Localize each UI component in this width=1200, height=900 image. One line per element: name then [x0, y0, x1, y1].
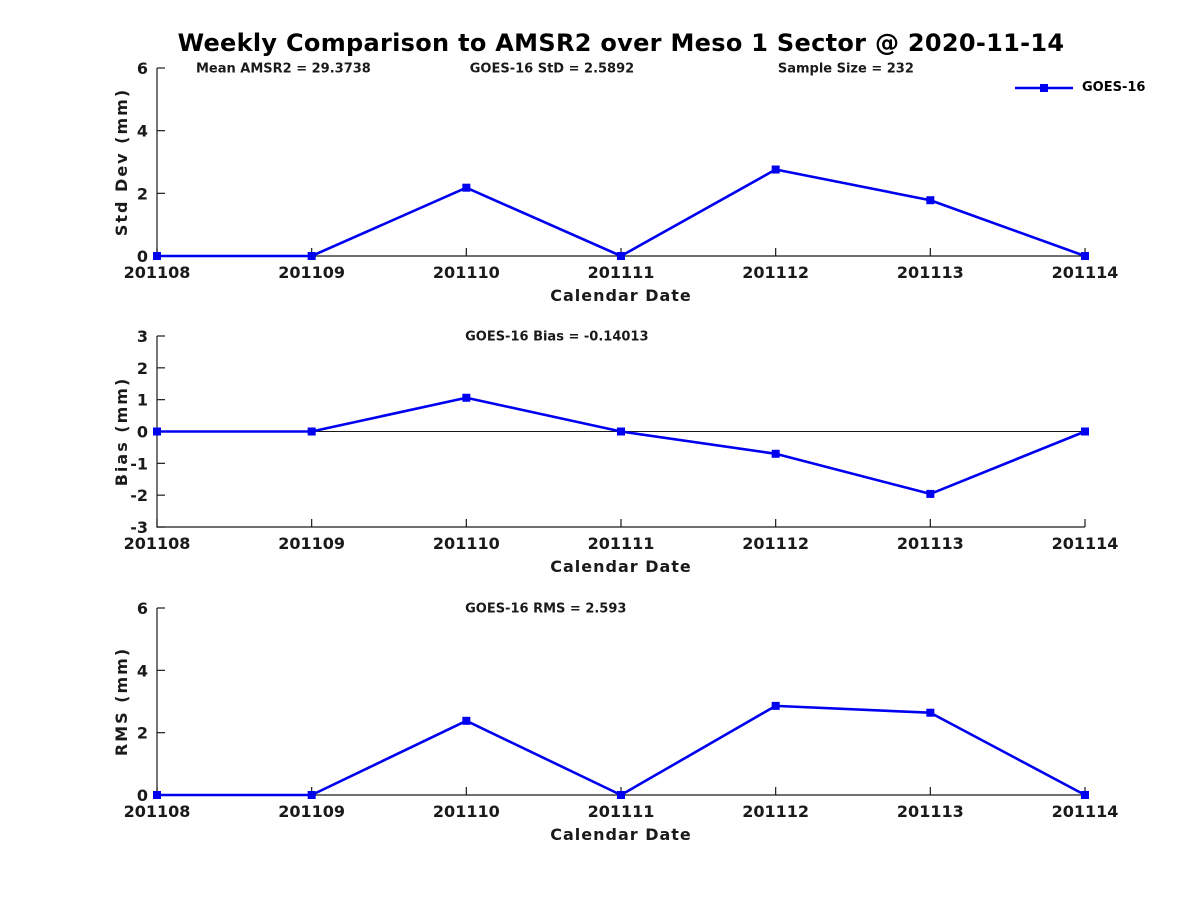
x-tick-label: 201114 [1052, 802, 1119, 821]
x-axis-label: Calendar Date [550, 557, 692, 576]
y-tick-label: 1 [137, 391, 148, 410]
y-axis-label: Bias (mm) [112, 377, 131, 487]
legend-label: GOES-16 [1082, 80, 1146, 95]
legend-swatch [1015, 83, 1073, 92]
data-line [155, 396, 1087, 496]
data-point-marker [771, 165, 780, 174]
y-tick-label: 0 [137, 423, 148, 442]
annotation: Sample Size = 232 [778, 62, 914, 77]
data-point-marker [153, 791, 161, 799]
y-tick-label: 4 [137, 661, 148, 680]
x-tick-label: 201111 [588, 263, 655, 282]
x-axis-label: Calendar Date [550, 825, 692, 844]
x-tick-label: 201108 [124, 263, 191, 282]
y-tick-label: 6 [137, 59, 148, 78]
x-tick-label: 201110 [433, 263, 500, 282]
data-line [155, 704, 1087, 797]
y-tick-label: 0 [137, 247, 148, 266]
data-point-marker [771, 449, 780, 458]
data-point-marker [307, 791, 316, 799]
y-tick-label: 0 [137, 786, 148, 805]
data-point-marker [926, 708, 935, 717]
data-point-marker [307, 427, 316, 436]
y-tick-label: -1 [130, 454, 148, 473]
data-point-marker [926, 489, 935, 498]
x-tick-label: 201112 [742, 802, 809, 821]
y-tick-label: -2 [130, 486, 148, 505]
data-point-marker [771, 701, 780, 710]
y-axis-label: Std Dev (mm) [112, 88, 131, 236]
annotation: Mean AMSR2 = 29.3738 [196, 62, 371, 77]
data-point-marker [153, 427, 161, 436]
data-line [155, 168, 1087, 258]
y-tick-label: 4 [137, 122, 148, 141]
x-tick-label: 201113 [897, 802, 964, 821]
y-tick-label: 6 [137, 599, 148, 618]
data-point-marker [462, 393, 471, 402]
x-tick-label: 201109 [278, 802, 345, 821]
bias-plot: -3 -2 -1 0 1 2 3 201108 201109 201110 201111 201112… [112, 327, 1118, 576]
x-tick-label: 201111 [588, 534, 655, 553]
x-tick-label: 201112 [742, 534, 809, 553]
x-axis-label: Calendar Date [550, 286, 692, 305]
x-tick-label: 201108 [124, 802, 191, 821]
y-axis-label: RMS (mm) [112, 647, 131, 756]
x-tick-label: 201111 [588, 802, 655, 821]
y-tick-label: -3 [130, 518, 148, 537]
data-point-marker [1081, 252, 1089, 260]
page-title: Weekly Comparison to AMSR2 over Meso 1 S… [177, 29, 1065, 57]
data-point-marker [1081, 427, 1089, 436]
annotation: GOES-16 Bias = -0.14013 [465, 330, 648, 345]
x-tick-label: 201110 [433, 534, 500, 553]
x-tick-label: 201114 [1052, 534, 1119, 553]
annotation: GOES-16 StD = 2.5892 [470, 62, 634, 77]
y-tick-label: 2 [137, 359, 148, 378]
data-point-marker [462, 183, 471, 192]
x-tick-label: 201109 [278, 263, 345, 282]
rms-plot: 0 2 4 6 201108 201109 201110 201111 201112 201113… [112, 599, 1118, 844]
data-point-marker [307, 252, 316, 260]
x-tick-label: 201113 [897, 263, 964, 282]
annotation: GOES-16 RMS = 2.593 [465, 602, 626, 617]
x-tick-label: 201114 [1052, 263, 1119, 282]
data-point-marker [462, 716, 471, 725]
y-tick-label: 2 [137, 184, 148, 203]
data-point-marker [617, 427, 625, 436]
data-point-marker [1081, 791, 1089, 799]
y-tick-label: 3 [137, 327, 148, 346]
data-point-marker [926, 196, 935, 205]
std-dev-plot: 0 2 4 6 201108 201109 201110 201111 201112 201113… [112, 59, 1118, 305]
x-tick-label: 201109 [278, 534, 345, 553]
x-tick-label: 201110 [433, 802, 500, 821]
data-point-marker [153, 252, 161, 260]
legend: GOES-16 [1014, 80, 1145, 95]
x-tick-label: 201112 [742, 263, 809, 282]
x-tick-label: 201108 [124, 534, 191, 553]
data-point-marker [617, 252, 625, 260]
data-point-marker [617, 791, 625, 799]
legend-marker-icon [1040, 83, 1048, 92]
y-tick-label: 2 [137, 724, 148, 743]
x-tick-label: 201113 [897, 534, 964, 553]
